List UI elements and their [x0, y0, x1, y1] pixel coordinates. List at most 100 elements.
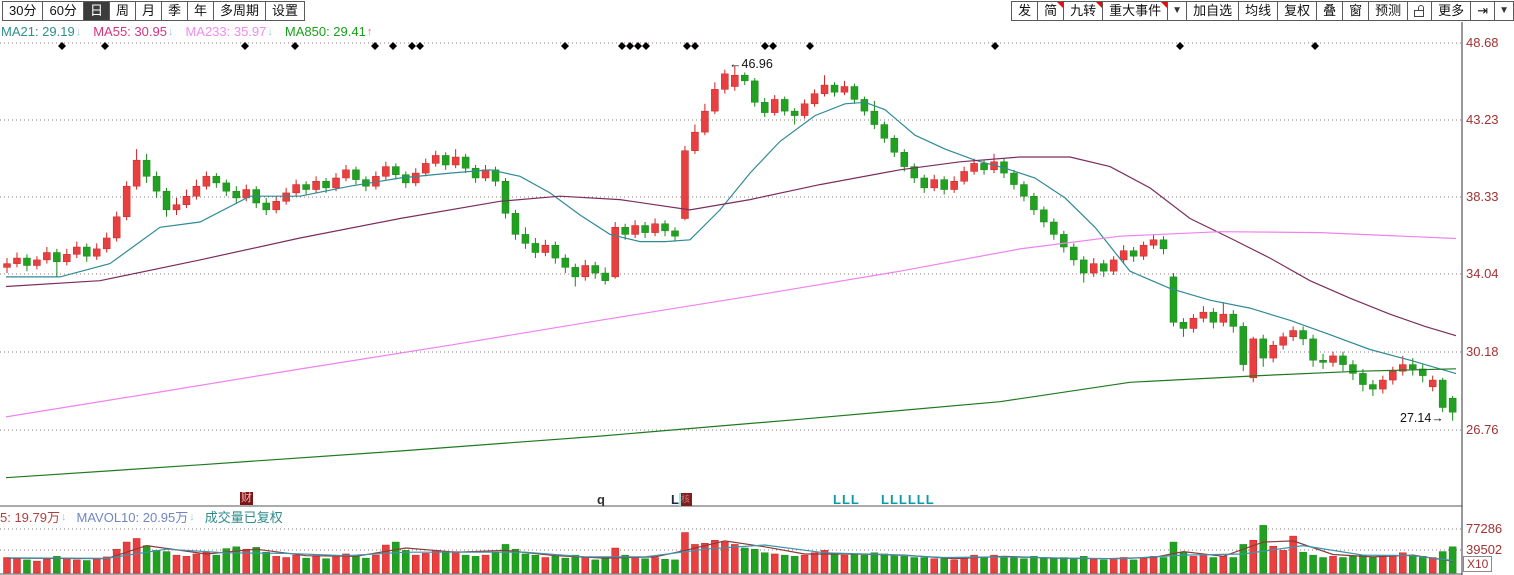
tool-button-九转[interactable]: 九转	[1064, 2, 1104, 20]
diamond-icon[interactable]	[101, 42, 109, 50]
period-tab-月[interactable]: 月	[136, 2, 162, 20]
ma-lines	[5, 101, 1457, 479]
candle	[342, 169, 350, 179]
diamond-icon[interactable]	[618, 42, 626, 50]
volume-bar	[242, 548, 251, 574]
tool-button-重大事件[interactable]: 重大事件	[1103, 2, 1169, 20]
diamond-icon[interactable]	[1311, 42, 1319, 50]
candle	[810, 93, 819, 105]
candle	[262, 202, 270, 211]
diamond-icon[interactable]	[389, 42, 397, 50]
ma-line-MA850	[5, 368, 1457, 479]
event-marker-财[interactable]: 财	[240, 492, 253, 505]
period-tab-周[interactable]: 周	[110, 2, 136, 20]
diamond-icon[interactable]	[561, 42, 569, 50]
volume-bar	[252, 547, 260, 574]
volume-bar	[172, 554, 181, 574]
period-tab-30分[interactable]: 30分	[3, 2, 44, 20]
volume-bar	[451, 551, 460, 574]
period-tab-60分[interactable]: 60分	[43, 2, 84, 20]
tool-button-复权[interactable]: 复权	[1278, 2, 1318, 20]
diamond-icon[interactable]	[769, 42, 777, 50]
candle	[780, 99, 789, 112]
volume-value-label: MAVOL10: 20.95万 ↓	[77, 507, 195, 526]
candle	[820, 84, 829, 94]
diamond-icon[interactable]	[626, 42, 634, 50]
candle	[1070, 246, 1078, 261]
period-tab-设置[interactable]: 设置	[272, 3, 299, 18]
tool-button-▼[interactable]: ▼	[1499, 5, 1509, 16]
event-marker-LLLLLL[interactable]: LLLLLL	[881, 492, 935, 507]
diamond-icon[interactable]	[58, 42, 66, 50]
period-tab-年[interactable]: 年	[188, 2, 215, 20]
candle	[1169, 276, 1178, 323]
volume-bar	[940, 558, 948, 574]
candle	[800, 103, 809, 116]
candle	[132, 159, 141, 187]
event-letters: LLL	[833, 492, 860, 507]
candle	[1159, 239, 1168, 250]
volume-bar	[302, 557, 310, 574]
volume-bar	[1070, 558, 1078, 574]
volume-bar	[192, 553, 201, 574]
volume-bar	[461, 554, 470, 574]
volume-bar	[930, 558, 938, 574]
new-feature-badge	[1161, 2, 1168, 8]
volume-bar	[1169, 541, 1178, 574]
tool-button-叠[interactable]: 叠	[1317, 2, 1344, 20]
period-tab-多周期[interactable]: 多周期	[214, 2, 267, 20]
tool-button-均线[interactable]: 均线	[1239, 2, 1279, 20]
event-doc-icon[interactable]: 核	[678, 493, 692, 506]
candle	[1299, 330, 1307, 340]
tool-button-窗[interactable]: 窗	[1343, 2, 1370, 20]
candle	[1139, 244, 1148, 257]
candle	[521, 234, 530, 244]
tool-button-预测[interactable]: 预测	[1369, 2, 1409, 20]
candle	[182, 195, 191, 205]
period-tab-日[interactable]: 日	[83, 2, 110, 20]
diamond-icon[interactable]	[241, 42, 249, 50]
event-marker-LLL[interactable]: LLL	[833, 492, 860, 507]
tool-button-加自选[interactable]: 加自选	[1187, 2, 1240, 20]
period-tab-季[interactable]: 季	[162, 2, 188, 20]
candle	[621, 227, 629, 235]
event-letters: q	[597, 492, 606, 507]
candle	[651, 223, 659, 233]
diamond-icon[interactable]	[371, 42, 379, 50]
volume-bar	[960, 557, 968, 574]
tool-button-▼[interactable]: ▼	[1168, 2, 1188, 20]
diamond-icon[interactable]	[691, 42, 699, 50]
diamond-icon[interactable]	[642, 42, 650, 50]
lock-icon-button[interactable]	[1408, 2, 1433, 20]
financial-report-icon[interactable]: 财	[240, 492, 253, 505]
diamond-icon[interactable]	[683, 42, 691, 50]
ma-line-MA55	[5, 156, 1457, 337]
diamond-icon[interactable]	[761, 42, 769, 50]
down-arrow-icon: ↓	[167, 25, 174, 38]
diamond-icon[interactable]	[1176, 42, 1184, 50]
candle	[940, 179, 948, 190]
volume-bar	[362, 557, 370, 574]
event-marker-q[interactable]: q	[597, 492, 606, 507]
diamond-icon[interactable]	[416, 42, 424, 50]
diamond-icon[interactable]	[806, 42, 814, 50]
tool-button-发[interactable]: 发	[1012, 2, 1039, 20]
diamond-icon[interactable]	[634, 42, 642, 50]
candle	[880, 124, 889, 139]
volume-bar	[1379, 556, 1387, 574]
candle	[721, 73, 729, 90]
tool-button-更多[interactable]: 更多	[1432, 2, 1472, 20]
tool-button-⇥[interactable]: ⇥	[1471, 2, 1496, 20]
diamond-icon[interactable]	[291, 42, 299, 50]
candle	[671, 230, 679, 237]
diamond-icon[interactable]	[991, 42, 999, 50]
candle	[412, 172, 420, 184]
tool-button-简[interactable]: 简	[1038, 2, 1065, 20]
down-arrow-icon: ↓	[75, 25, 82, 38]
diamond-icon[interactable]	[408, 42, 416, 50]
candle	[272, 201, 280, 211]
diamond-markers[interactable]	[58, 42, 1319, 50]
